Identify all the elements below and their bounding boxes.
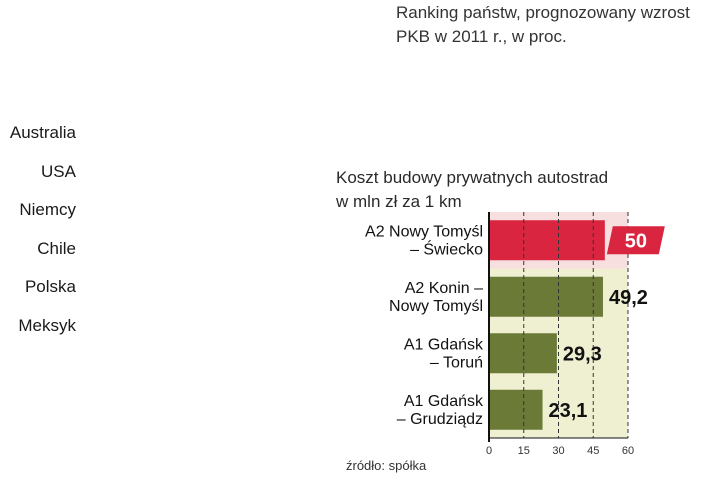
x-tick-label: 45 [587, 445, 599, 457]
country-item: Meksyk [18, 315, 76, 335]
category-label: A1 Gdańsk [404, 393, 484, 410]
value-label: 50 [625, 230, 647, 252]
x-tick-label: 30 [552, 445, 564, 457]
bar [489, 333, 557, 374]
country-item: USA [41, 161, 76, 181]
value-label: 49,2 [609, 287, 648, 309]
country-list: Australia USA Niemcy Chile Polska Meksyk [10, 121, 76, 352]
category-label: A2 Nowy Tomyśl [365, 223, 483, 240]
x-tick-label: 0 [486, 445, 492, 457]
value-label-badge [606, 226, 665, 255]
x-tick-label: 60 [622, 445, 634, 457]
country-item: Chile [37, 238, 76, 258]
chart-title-line-2: w mln zł za 1 km [336, 192, 462, 211]
bar [489, 276, 603, 317]
x-tick-label: 15 [518, 445, 530, 457]
category-label: – Świecko [410, 239, 483, 258]
country-item: Niemcy [19, 200, 76, 219]
header-line-1: Ranking państw, prognozowany wzrost [396, 3, 690, 22]
header-line-2: PKB w 2011 r., w proc. [396, 27, 567, 46]
bar [489, 389, 543, 430]
value-label: 29,3 [563, 343, 602, 365]
category-label: Nowy Tomyśl [389, 298, 483, 315]
category-label: – Grudziądz [397, 411, 483, 428]
value-label: 23,1 [549, 400, 588, 422]
source-note: źródło: spółka [346, 458, 427, 473]
chart-title-line-1: Koszt budowy prywatnych autostrad [336, 168, 609, 187]
category-label: A1 Gdańsk [404, 336, 484, 353]
country-item: Australia [9, 123, 76, 142]
country-item: Polska [24, 277, 76, 296]
category-label: A2 Konin – [405, 280, 483, 297]
category-label: – Toruń [430, 354, 483, 371]
bar [489, 220, 605, 261]
